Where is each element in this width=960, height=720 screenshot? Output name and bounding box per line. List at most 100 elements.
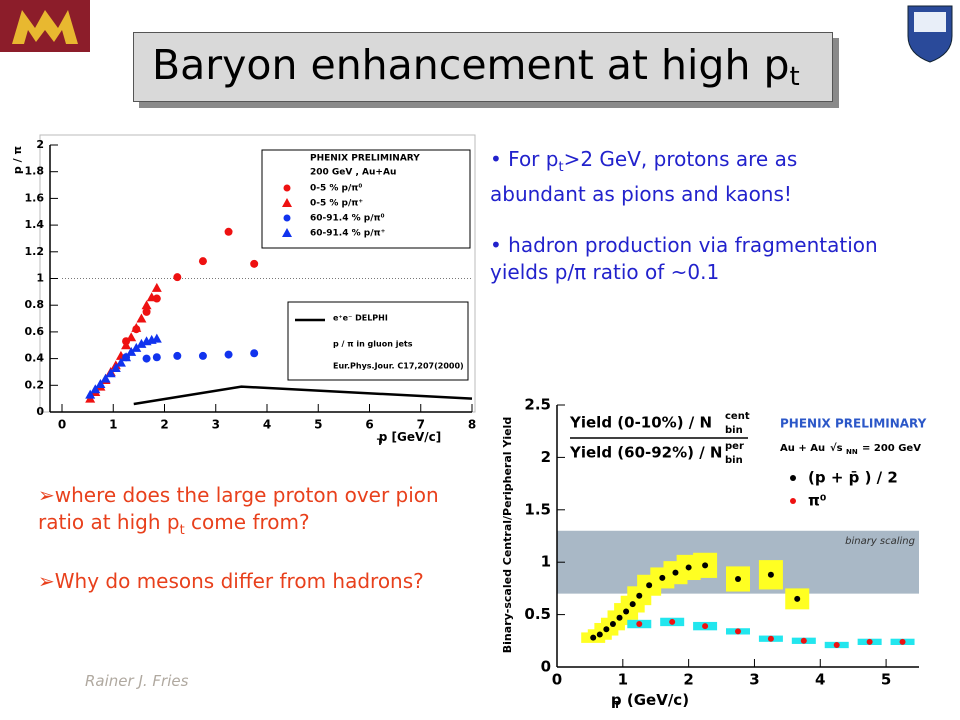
marker: [702, 562, 709, 569]
y-tick-label: 1.5: [524, 500, 551, 518]
marker: [198, 351, 207, 360]
legend-header: = 200 GeV: [862, 443, 921, 454]
footer: Rainer J. Fries: [85, 672, 189, 690]
bullet-text: t: [179, 523, 185, 538]
marker: [866, 638, 873, 645]
marker: [790, 475, 796, 481]
x-axis-label: p (GeV/c)T: [611, 691, 689, 712]
y-axis-label: p / π: [11, 146, 24, 175]
marker: [283, 184, 291, 192]
x-tick-label: 6: [365, 418, 373, 432]
marker: [629, 601, 636, 608]
x-tick-label: 5: [314, 418, 322, 432]
marker: [85, 389, 96, 399]
marker: [115, 357, 126, 367]
marker: [121, 352, 132, 362]
y-tick-label: 1: [36, 272, 44, 285]
marker: [141, 300, 152, 310]
title-sub: t: [789, 62, 800, 92]
marker: [250, 259, 259, 268]
title-main: Baryon enhancement at high p: [152, 41, 790, 89]
x-tick-label: 8: [468, 418, 476, 432]
x-tick-label: 4: [815, 671, 825, 689]
marker: [800, 637, 807, 644]
marker: [623, 608, 630, 615]
marker: [899, 638, 906, 645]
legend-label: 0-5 % p/π⁺: [310, 199, 363, 209]
marker: [136, 313, 147, 323]
y-tick-label: 0.4: [25, 352, 45, 365]
marker: [90, 384, 101, 394]
marker: [672, 569, 679, 576]
y-tick-label: 2: [541, 448, 551, 466]
marker: [669, 618, 676, 625]
y-tick-label: 0: [541, 658, 551, 676]
marker: [735, 575, 741, 582]
x-label-main: p [GeV/c]: [379, 430, 442, 444]
bullet-text: t: [558, 160, 564, 175]
marker: [767, 571, 774, 578]
ratio-sub: bin: [725, 455, 743, 466]
marker: [110, 362, 121, 372]
marker: [136, 338, 147, 348]
marker: [95, 378, 106, 388]
note: p / π in gluon jets: [333, 340, 413, 349]
marker: [152, 353, 161, 362]
marker: [224, 227, 233, 236]
marker: [603, 626, 610, 633]
x-tick-label: 2: [683, 671, 693, 689]
y-tick-label: 0: [36, 405, 44, 418]
marker: [100, 373, 111, 383]
marker: [767, 635, 774, 642]
marker: [250, 349, 259, 358]
marker: [131, 322, 142, 332]
legend-header: PHENIX PRELIMINARY: [310, 154, 420, 164]
ratio-label: Yield (60-92%) / N: [569, 444, 722, 462]
marker: [142, 354, 151, 363]
legend-label: 60-91.4 % p/π⁺: [310, 229, 386, 239]
legend-label: e⁺e⁻ DELPHI: [333, 314, 388, 323]
x-tick-label: 4: [263, 418, 271, 432]
marker: [616, 614, 623, 621]
y-axis-label: Binary-scaled Central/Peripheral Yield: [501, 417, 514, 653]
x-label-main: p (GeV/c): [611, 691, 689, 709]
x-label-sub: T: [614, 700, 621, 711]
marker: [105, 368, 116, 378]
y-tick-label: 0.6: [25, 325, 45, 338]
x-tick-label: 2: [160, 418, 168, 432]
band-label: binary scaling: [845, 536, 915, 547]
slide-title: Baryon enhancement at high pt: [152, 41, 800, 92]
x-tick-label: 3: [749, 671, 759, 689]
bullet: • hadron production via fragmentation yi…: [490, 232, 890, 286]
marker: [151, 333, 162, 343]
legend-header: √s: [830, 442, 843, 454]
bullet-text: ➢where does the large proton over pion r…: [38, 483, 439, 534]
y-tick-label: 2.5: [524, 396, 551, 414]
y-tick-label: 0.2: [25, 378, 45, 391]
marker: [173, 273, 182, 282]
x-tick-label: 0: [58, 418, 66, 432]
right-bullets: • For pt>2 GeV, protons are as abundant …: [490, 146, 890, 310]
y-tick-label: 1.4: [25, 218, 45, 231]
bullet-text: • For p: [490, 147, 559, 171]
bullet-text: >2 GeV, protons are as abundant as pions…: [490, 147, 798, 206]
x-axis-label: p [GeV/c]T: [377, 430, 441, 448]
marker: [636, 592, 643, 599]
marker: [659, 574, 666, 581]
legend-label: 0-5 % p/π⁰: [310, 184, 362, 194]
y-tick-label: 0.5: [524, 605, 551, 623]
marker: [224, 350, 233, 359]
marker: [702, 623, 709, 630]
bullet-text: come from?: [184, 510, 310, 534]
marker: [636, 621, 643, 628]
marker: [282, 228, 292, 237]
y-tick-label: 1: [541, 553, 551, 571]
marker: [173, 351, 182, 360]
y-tick-label: 2: [36, 138, 44, 151]
note: Eur.Phys.Jour. C17,207(2000): [333, 362, 464, 371]
x-label-sub: T: [377, 438, 384, 448]
x-tick-label: 5: [881, 671, 891, 689]
marker: [646, 582, 653, 589]
